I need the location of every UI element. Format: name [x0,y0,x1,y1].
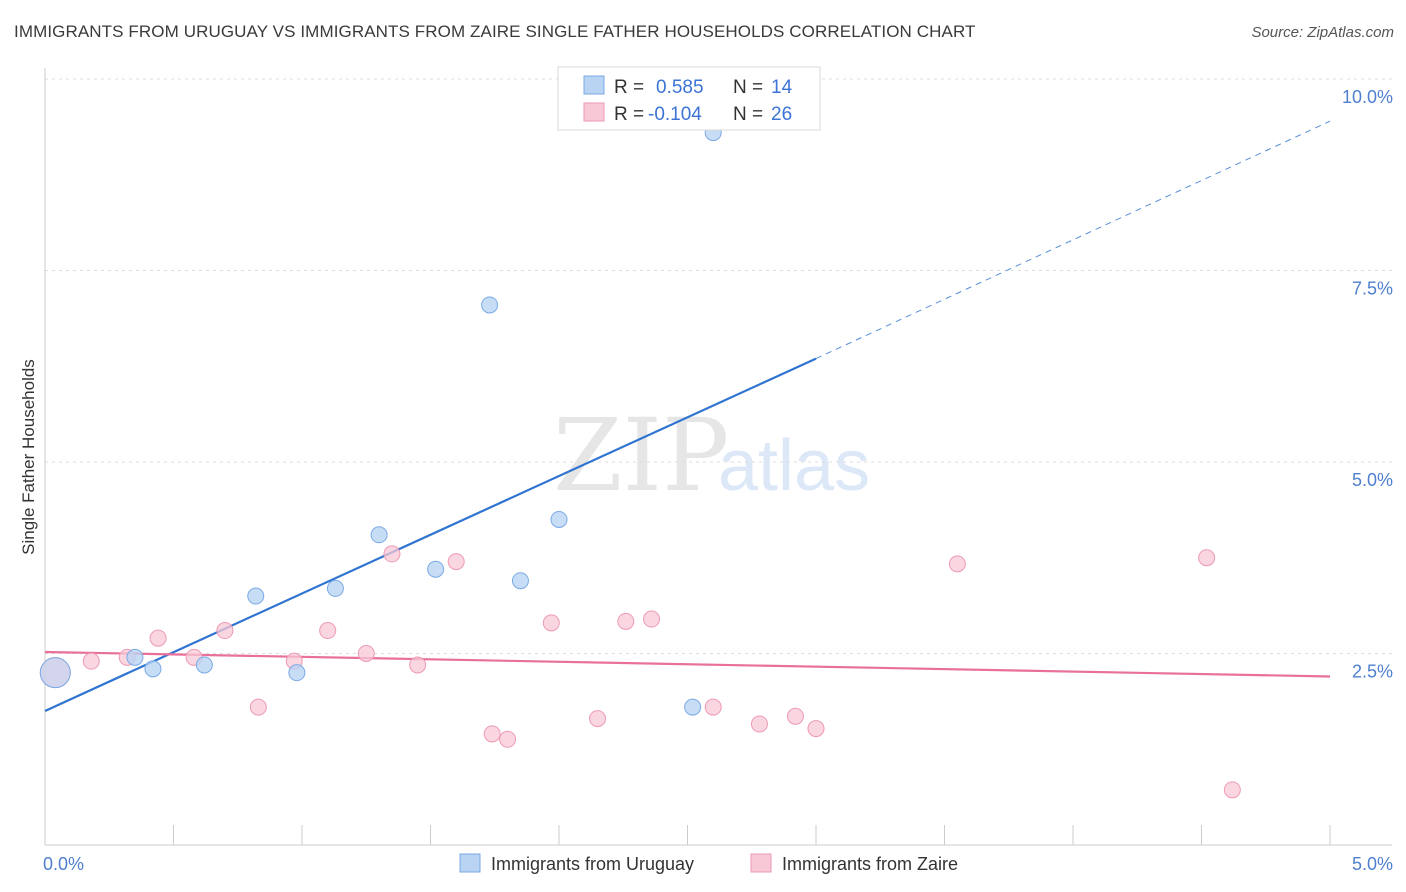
legend-n-value-zaire: 26 [771,104,792,125]
y-tick-label-3: 10.0% [1342,87,1393,107]
legend-n-label-zaire: N = [733,104,763,125]
point-zaire-20 [750,715,768,733]
legend-r-value-zaire: -0.104 [648,104,702,125]
point-zaire-17 [617,612,635,630]
legend-r-label-zaire: R = [614,104,644,125]
point-uruguay-7 [370,526,388,544]
point-zaire-12 [447,553,465,571]
chart-title: IMMIGRANTS FROM URUGUAY VS IMMIGRANTS FR… [14,22,976,41]
trend-lines [44,120,1331,712]
axes [44,68,1392,846]
point-zaire-21 [786,707,804,725]
x-tick-label-1: 5.0% [1352,854,1393,874]
legend-swatch-uruguay [583,75,605,95]
point-zaire-18 [643,610,661,628]
point-zaire-3 [149,629,167,647]
point-uruguay-0 [39,657,71,689]
x-ticks: 0.0% 5.0% [43,825,1393,874]
point-uruguay-13 [684,698,702,716]
legend-r-value-uruguay: 0.585 [656,77,704,98]
watermark-zip: ZIP [553,397,729,514]
point-zaire-5 [216,622,234,640]
point-zaire-22 [807,720,825,738]
point-zaire-23 [948,555,966,573]
point-zaire-25 [1223,781,1241,799]
bottom-legend-swatch-zaire [750,853,772,873]
point-uruguay-1 [126,648,144,666]
point-zaire-6 [249,698,267,716]
bottom-legend-label-zaire: Immigrants from Zaire [782,854,958,874]
y-tick-label-0: 2.5% [1352,662,1393,682]
x-tick-label-0: 0.0% [43,854,84,874]
point-uruguay-3 [195,656,213,674]
point-uruguay-5 [288,664,306,682]
gridlines [45,78,1392,654]
point-uruguay-4 [247,587,265,605]
legend-n-value-uruguay: 14 [771,77,793,98]
point-zaire-8 [319,622,337,640]
point-uruguay-2 [144,660,162,678]
y-tick-labels: 2.5% 5.0% 7.5% 10.0% [1342,87,1393,682]
point-zaire-16 [589,710,607,728]
bottom-legend-swatch-uruguay [459,853,481,873]
correlation-legend: R = 0.585 N = 14 R = -0.104 N = 26 [557,66,821,131]
point-zaire-1 [82,652,100,670]
trend-line-uruguay-extension [815,120,1331,360]
watermark-atlas: atlas [718,426,870,506]
point-uruguay-10 [511,572,529,590]
legend-n-label-uruguay: N = [733,77,763,98]
trend-line-zaire [44,650,1331,678]
point-uruguay-9 [481,296,499,314]
source-attribution: Source: ZipAtlas.com [1251,24,1394,41]
point-zaire-15 [542,614,560,632]
legend-r-label-uruguay: R = [614,77,644,98]
y-tick-label-2: 7.5% [1352,279,1393,299]
point-uruguay-11 [550,510,568,528]
point-uruguay-6 [326,579,344,597]
trend-line-uruguay [44,357,817,712]
y-tick-label-1: 5.0% [1352,470,1393,490]
series-legend: Immigrants from Uruguay Immigrants from … [459,853,958,874]
point-uruguay-8 [427,560,445,578]
legend-swatch-zaire [583,102,605,122]
point-zaire-24 [1198,549,1216,567]
point-zaire-10 [383,545,401,563]
point-zaire-14 [499,730,517,748]
y-axis-label: Single Father Households [19,359,38,555]
point-zaire-11 [409,656,427,674]
point-zaire-19 [704,698,722,716]
point-zaire-13 [483,725,501,743]
bottom-legend-label-uruguay: Immigrants from Uruguay [491,854,694,874]
point-zaire-9 [357,645,375,662]
